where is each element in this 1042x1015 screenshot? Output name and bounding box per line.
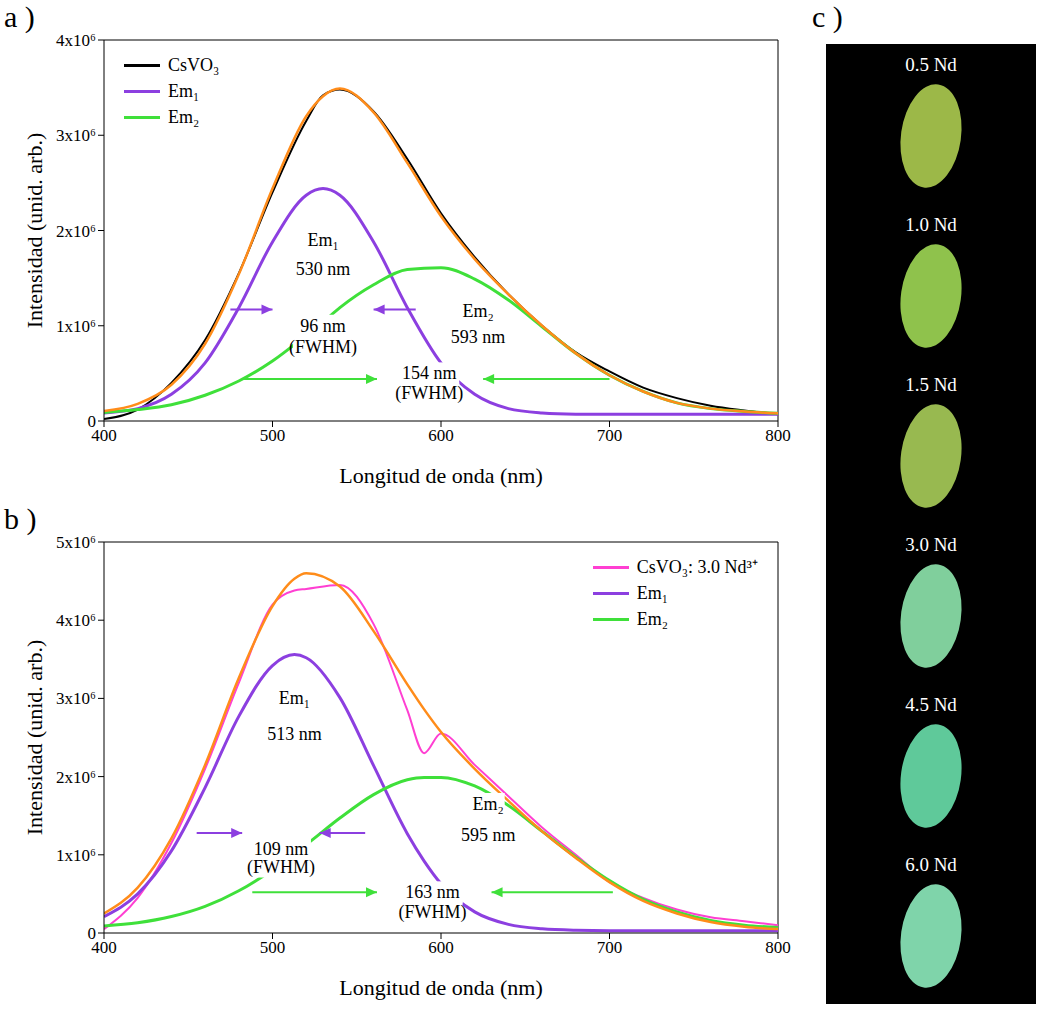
html-text:CsVO₃: 3.0 Nd³⁺: CsVO₃: 3.0 Nd³⁺ [636, 557, 758, 577]
svg-text:500: 500 [260, 938, 286, 957]
svg-text:1x10⁶: 1x10⁶ [56, 846, 96, 865]
svg-text:500: 500 [260, 426, 286, 445]
html-text:Em₁: Em₁ [168, 81, 200, 101]
svg-text:154 nm: 154 nm [402, 363, 457, 383]
svg-text:Em₁: Em₁ [307, 230, 338, 250]
svg-text:2x10⁶: 2x10⁶ [56, 768, 96, 787]
svg-text:2x10⁶: 2x10⁶ [56, 222, 96, 241]
svg-text:Em₂: Em₂ [473, 794, 504, 814]
html-text:4.5 Nd: 4.5 Nd [905, 694, 957, 715]
html-text:b ): b ) [4, 502, 37, 535]
html-text:c ): c ) [812, 0, 843, 33]
svg-text:600: 600 [428, 426, 454, 445]
html-text:Em₂: Em₂ [636, 609, 669, 629]
svg-text:Intensidad (unid. arb.): Intensidad (unid. arb.) [22, 640, 47, 836]
svg-text:109 nm: 109 nm [253, 838, 309, 859]
html-text:Em₂: Em₂ [168, 107, 200, 127]
svg-text:(FWHM): (FWHM) [395, 383, 463, 404]
svg-text:Intensidad (unid. arb.): Intensidad (unid. arb.) [22, 133, 47, 329]
svg-text:(FWHM): (FWHM) [247, 857, 315, 878]
svg-text:700: 700 [597, 426, 623, 445]
html-text:6.0 Nd: 6.0 Nd [905, 854, 957, 875]
svg-text:4x10⁶: 4x10⁶ [56, 31, 96, 50]
html-text:0.5 Nd: 0.5 Nd [905, 54, 957, 75]
svg-text:Em₁: Em₁ [279, 688, 310, 708]
svg-text:96 nm: 96 nm [300, 316, 346, 336]
svg-text:Longitud de onda (nm): Longitud de onda (nm) [339, 975, 542, 1000]
svg-text:3x10⁶: 3x10⁶ [56, 689, 96, 708]
html-text:CsVO₃: CsVO₃ [168, 55, 220, 75]
svg-text:0: 0 [88, 924, 97, 943]
svg-text:593 nm: 593 nm [451, 327, 506, 347]
html-text:Em₁: Em₁ [636, 583, 669, 603]
svg-text:0: 0 [88, 412, 97, 431]
svg-text:400: 400 [91, 938, 117, 958]
svg-text:800: 800 [765, 938, 791, 957]
html-text:a ): a ) [4, 0, 35, 33]
svg-text:163 nm: 163 nm [405, 882, 460, 902]
svg-text:513 nm: 513 nm [267, 724, 322, 744]
svg-text:Em₂: Em₂ [462, 301, 493, 321]
svg-text:400: 400 [91, 426, 117, 446]
svg-text:(FWHM): (FWHM) [399, 902, 467, 923]
svg-text:595 nm: 595 nm [461, 825, 516, 845]
svg-text:700: 700 [597, 938, 623, 957]
html-text:1.0 Nd: 1.0 Nd [905, 214, 957, 235]
svg-text:600: 600 [428, 938, 454, 957]
svg-text:530 nm: 530 nm [296, 259, 351, 279]
svg-text:800: 800 [765, 426, 791, 445]
html-text:1.5 Nd: 1.5 Nd [905, 374, 957, 395]
svg-text:5x10⁶: 5x10⁶ [56, 533, 96, 552]
svg-text:3x10⁶: 3x10⁶ [56, 126, 96, 145]
svg-text:Longitud de onda (nm): Longitud de onda (nm) [339, 463, 542, 488]
svg-text:(FWHM): (FWHM) [289, 337, 357, 358]
svg-text:1x10⁶: 1x10⁶ [56, 317, 96, 336]
svg-text:4x10⁶: 4x10⁶ [56, 611, 96, 630]
html-text:3.0 Nd: 3.0 Nd [905, 534, 957, 555]
